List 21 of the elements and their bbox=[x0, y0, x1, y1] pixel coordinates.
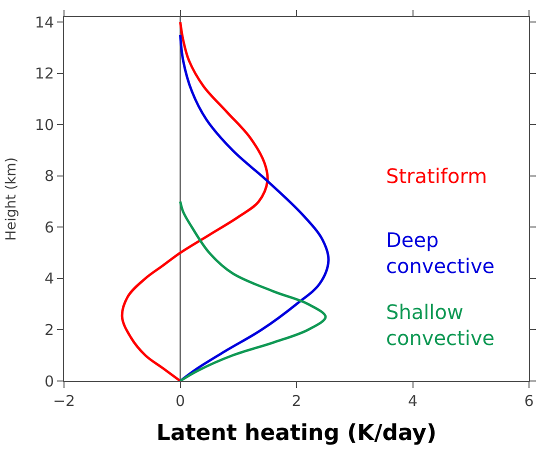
x-axis-title: Latent heating (K/day) bbox=[156, 420, 437, 446]
line-series bbox=[120, 20, 269, 381]
y-tick-label: 6 bbox=[44, 218, 54, 236]
text: Shallow convective bbox=[386, 300, 495, 350]
y-tick-label: 14 bbox=[34, 13, 54, 32]
text: Stratiform bbox=[386, 164, 488, 188]
y-tick-label: 10 bbox=[34, 116, 54, 134]
x-tick-label: 6 bbox=[524, 392, 534, 410]
x-tick-label: 2 bbox=[292, 392, 302, 410]
x-tick-label: −2 bbox=[52, 392, 76, 410]
x-tick-label: 0 bbox=[175, 392, 186, 410]
y-tick-label: 8 bbox=[44, 167, 54, 186]
x-tick-label: 4 bbox=[408, 392, 418, 410]
y-axis-title: Height (km) bbox=[4, 157, 20, 241]
y-tick-label: 4 bbox=[44, 270, 54, 288]
text: Deep convective bbox=[386, 228, 495, 278]
y-tick-label: 2 bbox=[44, 320, 54, 339]
line-series bbox=[179, 34, 330, 381]
line-series bbox=[179, 200, 327, 381]
y-tick-label: 0 bbox=[44, 372, 54, 390]
y-tick-label: 12 bbox=[34, 64, 54, 83]
